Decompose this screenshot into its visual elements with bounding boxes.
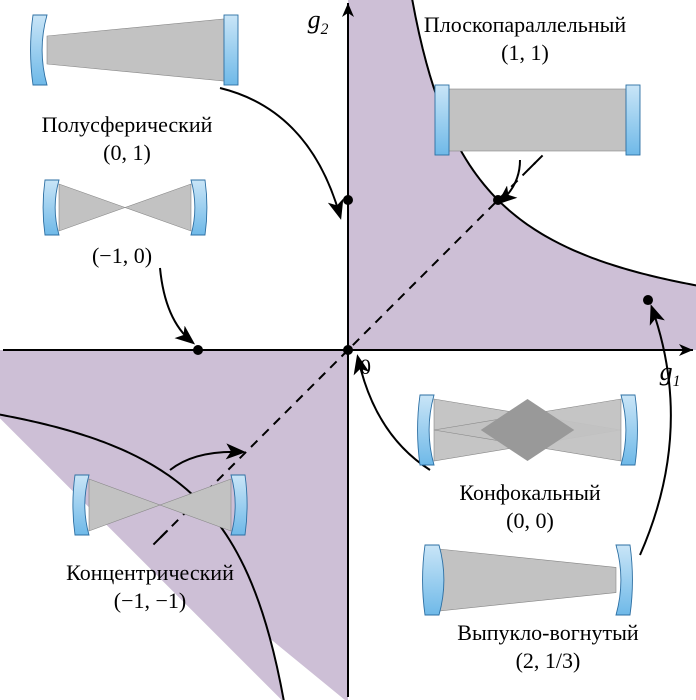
coord-convex-concave: (2, 1/3) bbox=[516, 648, 581, 673]
cavity-confocal bbox=[418, 395, 638, 465]
cavity-convex-concave bbox=[423, 545, 633, 615]
arrow-hemispherical bbox=[220, 88, 340, 216]
cavity-neg-one-zero bbox=[43, 180, 207, 235]
label-plane-parallel: Плоскопараллельный bbox=[424, 12, 627, 37]
point-convex-concave bbox=[643, 295, 653, 305]
label-confocal: Конфокальный bbox=[459, 480, 600, 505]
label-convex-concave: Выпукло-вогнутый bbox=[457, 620, 639, 645]
g2-label: g2 bbox=[308, 5, 329, 38]
label-concentric: Концентрический bbox=[66, 560, 234, 585]
diagonal-tick bbox=[528, 155, 542, 169]
coord-neg-one-zero: (−1, 0) bbox=[92, 243, 152, 268]
coord-hemispherical: (0, 1) bbox=[103, 140, 151, 165]
point-neg-one-zero bbox=[193, 345, 203, 355]
coord-concentric: (−1, −1) bbox=[114, 588, 186, 613]
arrow-neg-one-zero bbox=[160, 268, 192, 342]
point-hemispherical bbox=[343, 195, 353, 205]
cavity-plane-parallel bbox=[435, 85, 640, 155]
coord-plane-parallel: (1, 1) bbox=[501, 40, 549, 65]
coord-confocal: (0, 0) bbox=[506, 508, 554, 533]
point-confocal bbox=[343, 345, 353, 355]
label-hemispherical: Полусферический bbox=[42, 112, 213, 137]
cavity-hemispherical bbox=[31, 15, 238, 85]
